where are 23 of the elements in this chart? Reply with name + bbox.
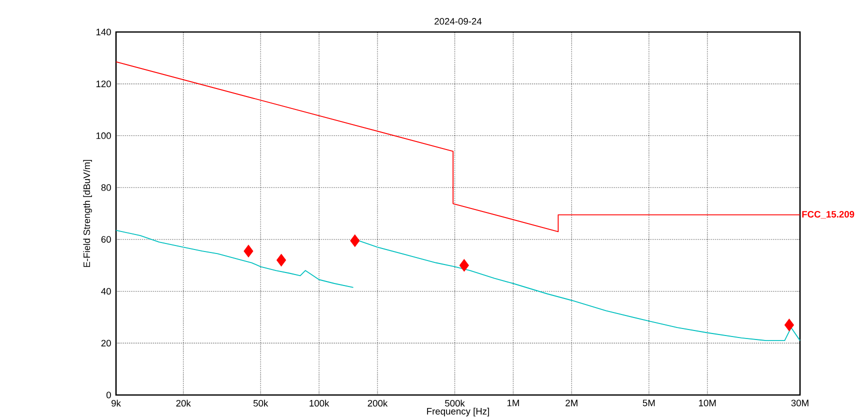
x-tick-label: 1M: [507, 400, 519, 406]
x-axis-title: Frequency [Hz]: [427, 408, 489, 416]
y-axis-title: E-Field Strength [dBuV/m]: [83, 160, 92, 267]
x-tick-label: 200k: [368, 400, 388, 407]
x-tick-label: 10M: [699, 400, 716, 406]
y-tick-label: 0: [106, 392, 111, 398]
y-tick-label: 140: [96, 28, 111, 36]
chart-title: 2024-09-24: [434, 18, 482, 25]
x-tick-label: 30M: [791, 400, 808, 406]
y-tick-label: 80: [101, 184, 111, 191]
y-tick-label: 20: [101, 340, 111, 346]
x-tick-label: 9k: [112, 400, 121, 407]
y-tick-label: 40: [101, 288, 111, 295]
x-tick-label: 100k: [310, 400, 330, 407]
y-tick-label: 100: [96, 132, 111, 140]
series-label: FCC_15.209: [802, 210, 854, 219]
y-tick-label: 120: [96, 80, 111, 88]
y-tick-label: 60: [101, 236, 111, 243]
x-tick-label: 2M: [566, 400, 578, 406]
x-tick-label: 5M: [642, 400, 655, 406]
x-tick-label: 20k: [176, 400, 191, 407]
x-tick-label: 50k: [253, 400, 268, 407]
x-tick-label: 500k: [445, 400, 465, 407]
